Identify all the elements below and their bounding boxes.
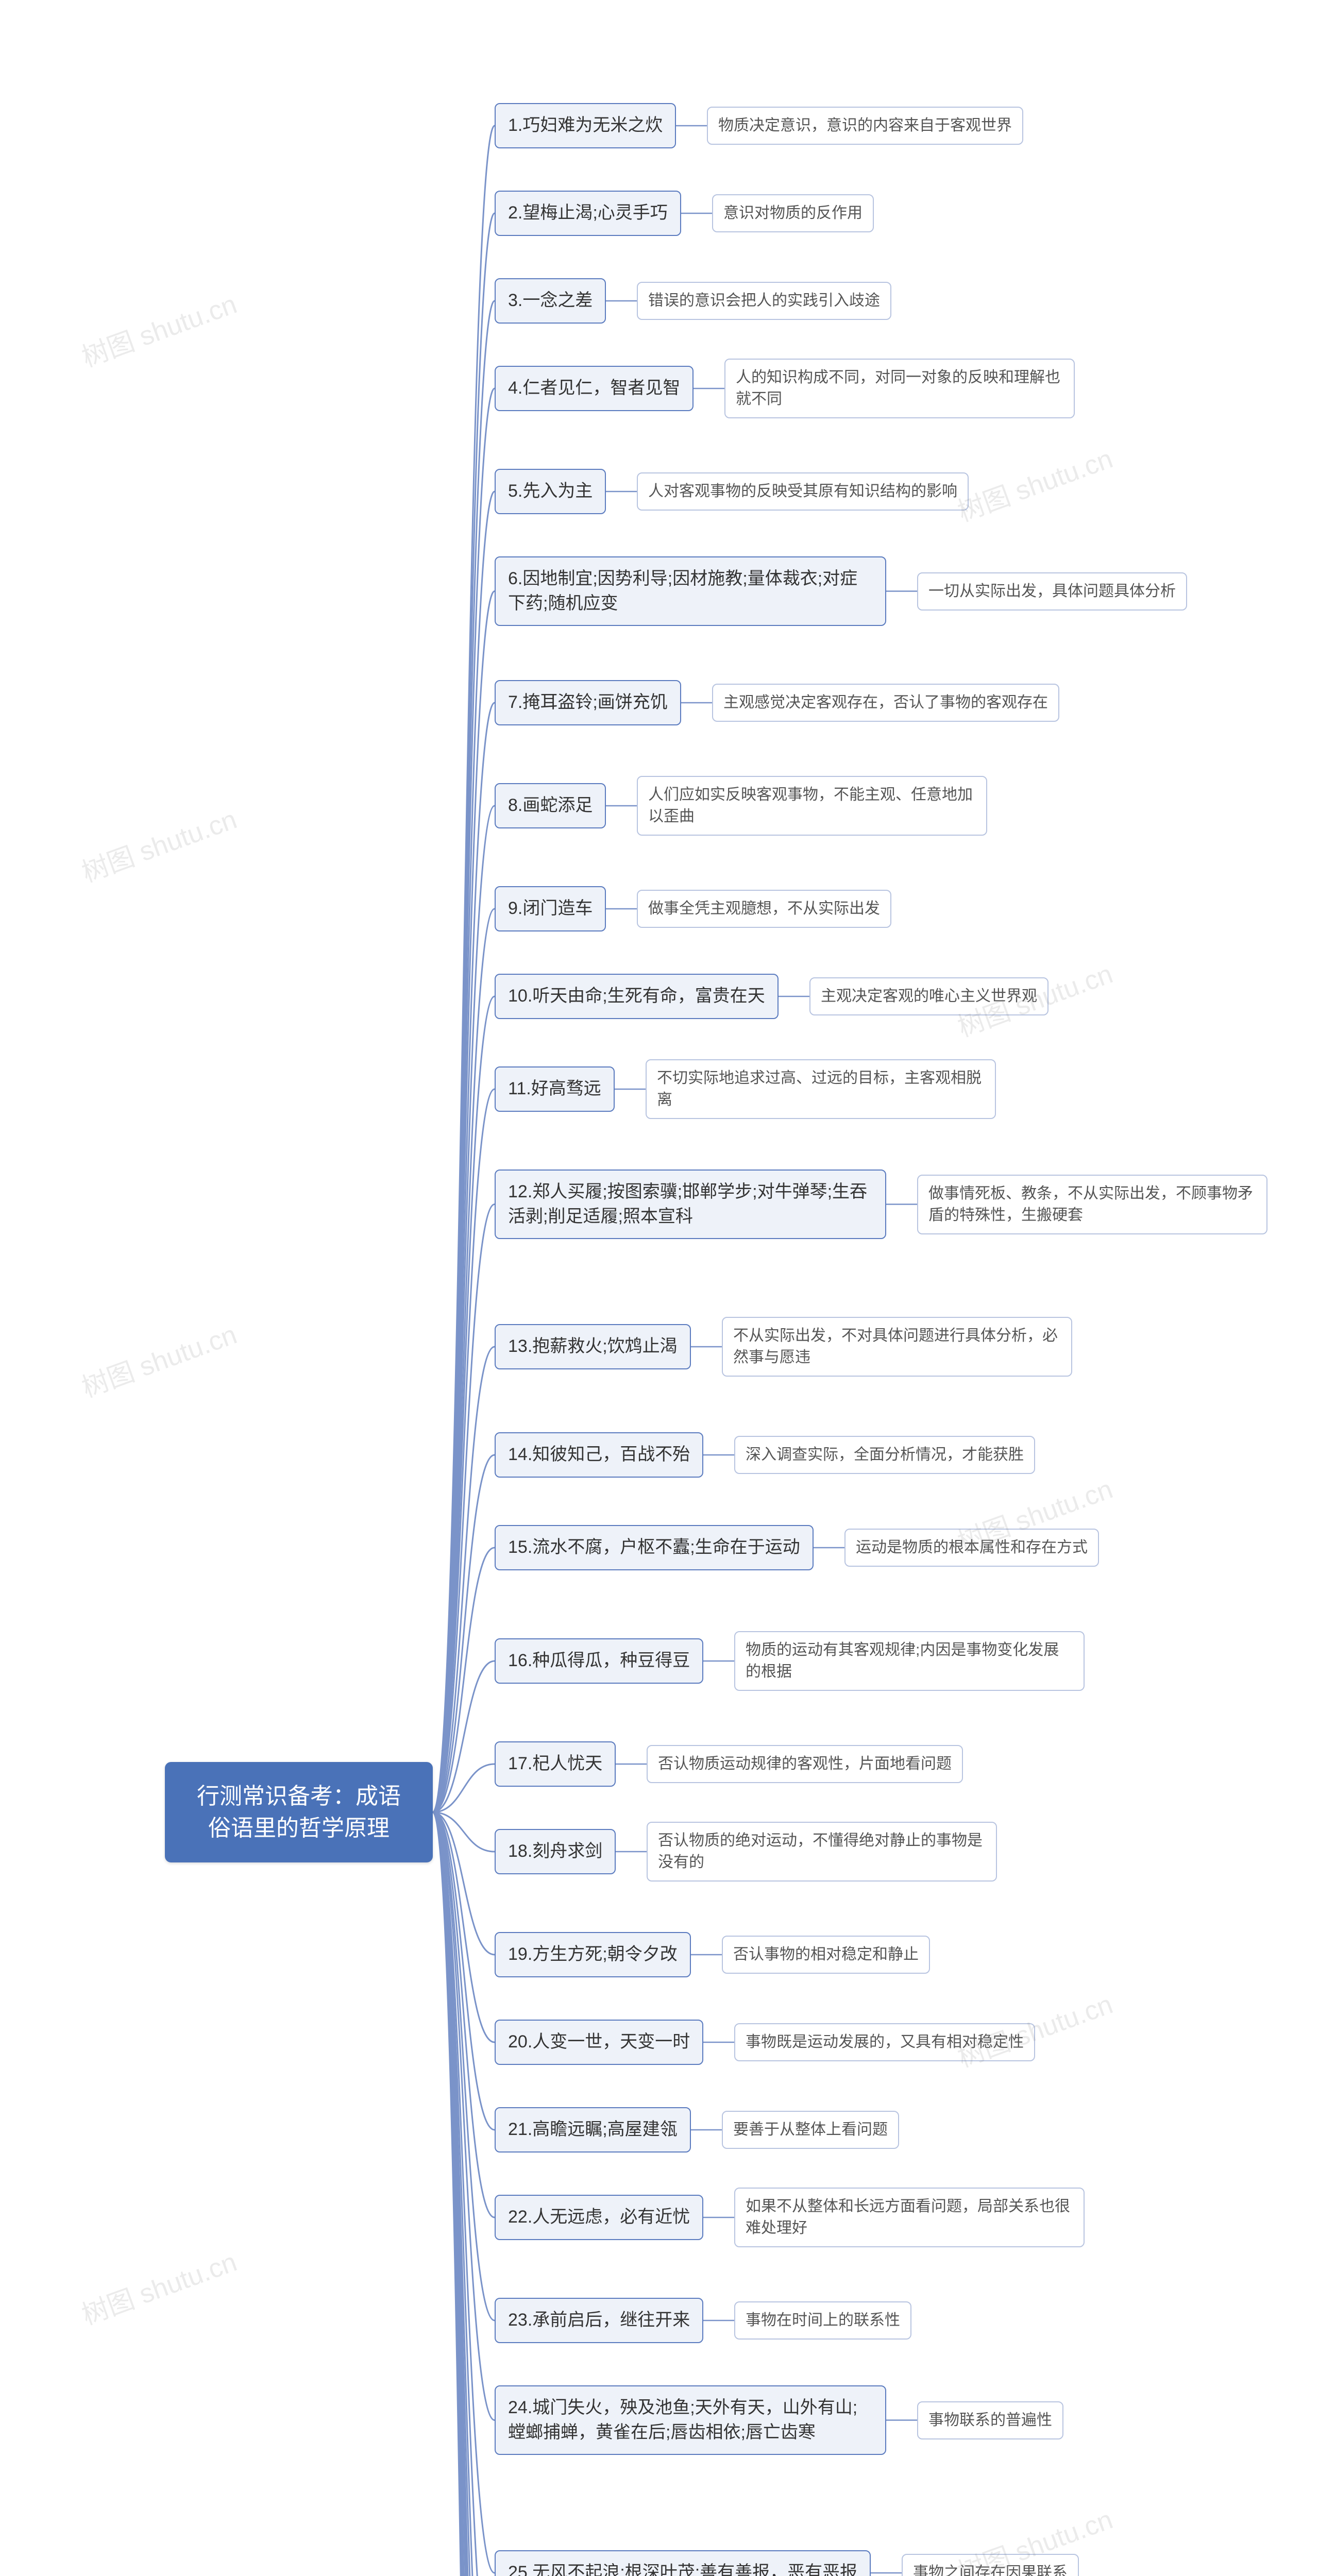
branch-desc-16: 物质的运动有其客观规律;内因是事物变化发展的根据 xyxy=(734,1631,1085,1691)
branch-desc-11: 不切实际地追求过高、过远的目标，主客观相脱离 xyxy=(646,1059,996,1119)
branch-desc-13: 不从实际出发，不对具体问题进行具体分析，必然事与愿违 xyxy=(722,1317,1072,1377)
branch-node-9[interactable]: 9.闭门造车 xyxy=(495,886,606,931)
branch-desc-9: 做事全凭主观臆想，不从实际出发 xyxy=(637,890,891,928)
branch-node-12[interactable]: 12.郑人买履;按图索骥;邯郸学步;对牛弹琴;生吞活剥;削足适履;照本宣科 xyxy=(495,1170,886,1239)
branch-node-13[interactable]: 13.抱薪救火;饮鸩止渴 xyxy=(495,1324,691,1369)
branch-node-1[interactable]: 1.巧妇难为无米之炊 xyxy=(495,103,676,148)
watermark: 树图 shutu.cn xyxy=(76,2240,242,2332)
branch-node-4[interactable]: 4.仁者见仁，智者见智 xyxy=(495,366,694,411)
watermark: 树图 shutu.cn xyxy=(76,1313,242,1404)
branch-desc-25: 事物之间存在因果联系 xyxy=(902,2554,1079,2576)
branch-node-5[interactable]: 5.先入为主 xyxy=(495,469,606,514)
branch-desc-17: 否认物质运动规律的客观性，片面地看问题 xyxy=(647,1745,963,1783)
branch-desc-4: 人的知识构成不同，对同一对象的反映和理解也就不同 xyxy=(724,359,1075,418)
branch-desc-22: 如果不从整体和长远方面看问题，局部关系也很难处理好 xyxy=(734,2188,1085,2247)
branch-desc-23: 事物在时间上的联系性 xyxy=(734,2301,911,2340)
branch-node-16[interactable]: 16.种瓜得瓜，种豆得豆 xyxy=(495,1638,703,1684)
branch-node-3[interactable]: 3.一念之差 xyxy=(495,278,606,324)
watermark: 树图 shutu.cn xyxy=(76,282,242,374)
watermark: 树图 shutu.cn xyxy=(76,798,242,889)
branch-node-2[interactable]: 2.望梅止渴;心灵手巧 xyxy=(495,191,681,236)
branch-node-7[interactable]: 7.掩耳盗铃;画饼充饥 xyxy=(495,680,681,725)
branch-node-18[interactable]: 18.刻舟求剑 xyxy=(495,1829,616,1874)
branch-desc-24: 事物联系的普遍性 xyxy=(917,2401,1063,2439)
branch-desc-12: 做事情死板、教条，不从实际出发，不顾事物矛盾的特殊性，生搬硬套 xyxy=(917,1175,1267,1234)
branch-desc-14: 深入调查实际，全面分析情况，才能获胜 xyxy=(734,1436,1035,1474)
branch-node-23[interactable]: 23.承前启后，继往开来 xyxy=(495,2298,703,2343)
branch-node-10[interactable]: 10.听天由命;生死有命，富贵在天 xyxy=(495,974,779,1019)
branch-node-17[interactable]: 17.杞人忧天 xyxy=(495,1741,616,1787)
branch-desc-21: 要善于从整体上看问题 xyxy=(722,2111,899,2149)
branch-node-24[interactable]: 24.城门失火，殃及池鱼;天外有天，山外有山;螳螂捕蝉，黄雀在后;唇齿相依;唇亡… xyxy=(495,2385,886,2455)
branch-desc-5: 人对客观事物的反映受其原有知识结构的影响 xyxy=(637,472,969,511)
branch-desc-2: 意识对物质的反作用 xyxy=(712,194,874,232)
branch-desc-7: 主观感觉决定客观存在，否认了事物的客观存在 xyxy=(712,684,1059,722)
branch-node-8[interactable]: 8.画蛇添足 xyxy=(495,783,606,828)
branch-node-20[interactable]: 20.人变一世，天变一时 xyxy=(495,2020,703,2065)
branch-node-19[interactable]: 19.方生方死;朝令夕改 xyxy=(495,1932,691,1977)
branch-desc-6: 一切从实际出发，具体问题具体分析 xyxy=(917,572,1187,611)
branch-node-6[interactable]: 6.因地制宜;因势利导;因材施教;量体裁衣;对症下药;随机应变 xyxy=(495,556,886,626)
branch-desc-1: 物质决定意识，意识的内容来自于客观世界 xyxy=(707,107,1023,145)
branch-desc-10: 主观决定客观的唯心主义世界观 xyxy=(809,977,1049,1015)
watermark: 树图 shutu.cn xyxy=(952,437,1118,529)
root-node[interactable]: 行测常识备考：成语俗语里的哲学原理 xyxy=(165,1762,433,1862)
branch-node-15[interactable]: 15.流水不腐，户枢不蠹;生命在于运动 xyxy=(495,1525,814,1570)
branch-desc-8: 人们应如实反映客观事物，不能主观、任意地加以歪曲 xyxy=(637,776,987,836)
branch-desc-3: 错误的意识会把人的实践引入歧途 xyxy=(637,282,891,320)
branch-desc-20: 事物既是运动发展的，又具有相对稳定性 xyxy=(734,2023,1035,2061)
branch-desc-15: 运动是物质的根本属性和存在方式 xyxy=(844,1529,1099,1567)
branch-node-14[interactable]: 14.知彼知己，百战不殆 xyxy=(495,1432,703,1478)
branch-node-11[interactable]: 11.好高骛远 xyxy=(495,1066,615,1112)
branch-desc-18: 否认物质的绝对运动，不懂得绝对静止的事物是没有的 xyxy=(647,1822,997,1882)
branch-node-25[interactable]: 25.无风不起浪;根深叶茂;善有善报，恶有恶报 xyxy=(495,2550,871,2576)
branch-node-21[interactable]: 21.高瞻远瞩;高屋建瓴 xyxy=(495,2107,691,2153)
branch-desc-19: 否认事物的相对稳定和静止 xyxy=(722,1936,930,1974)
branch-node-22[interactable]: 22.人无远虑，必有近忧 xyxy=(495,2195,703,2240)
